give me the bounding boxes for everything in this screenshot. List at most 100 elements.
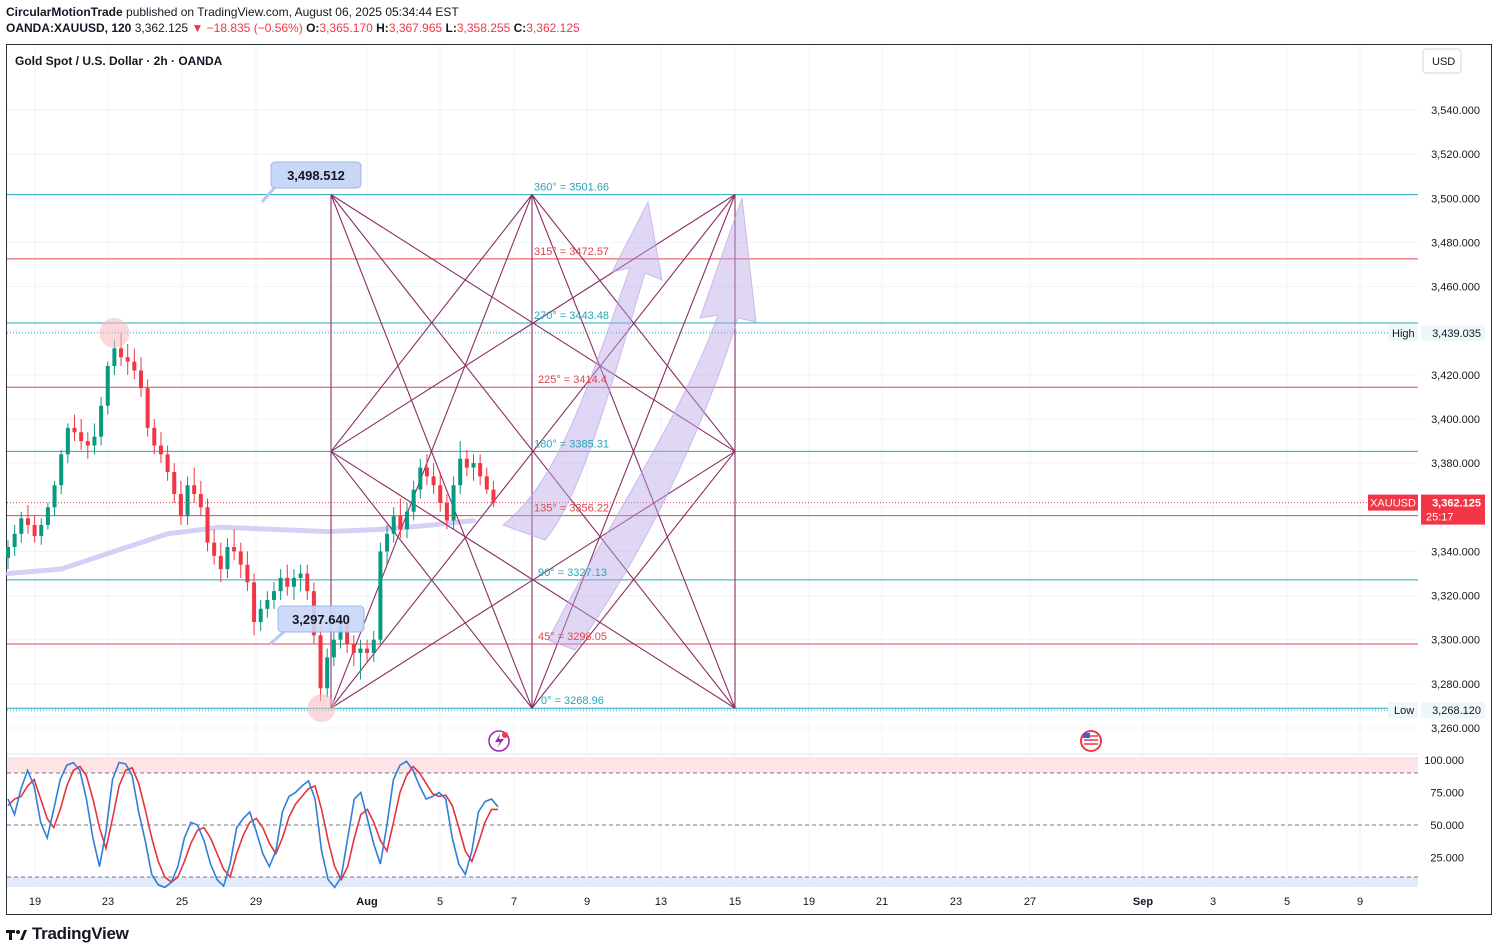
gann-level-label: 270° = 3443.48 <box>534 310 609 322</box>
candle-body <box>19 518 24 534</box>
time-tick-label: Sep <box>1133 896 1153 908</box>
low-badge <box>1388 702 1418 719</box>
candle-body <box>411 489 416 512</box>
candle-body <box>358 648 363 653</box>
gann-level-label: 360° = 3501.66 <box>534 182 609 194</box>
low-value-label: 3,268.120 <box>1432 705 1481 717</box>
currency-button[interactable]: USD <box>1432 56 1455 68</box>
event-dot-icon <box>502 732 508 738</box>
candle-body <box>331 639 336 658</box>
candle-body <box>225 547 230 570</box>
candle-body <box>59 454 64 486</box>
projection-arrow-2 <box>547 197 757 651</box>
candle-body <box>252 582 257 623</box>
time-tick-label: 19 <box>29 896 41 908</box>
footer-brand: TradingView <box>6 924 129 944</box>
candle-body <box>65 427 70 455</box>
grid-lines <box>7 46 1418 888</box>
time-tick-label: 25 <box>176 896 188 908</box>
candle-body <box>198 494 203 508</box>
callout-pointer <box>260 185 278 203</box>
high-badge-label: High <box>1392 328 1415 340</box>
high-marker <box>99 317 130 348</box>
candle-body <box>79 432 84 442</box>
author-name[interactable]: CircularMotionTrade <box>6 5 123 19</box>
current-price-label: 3,362.125 <box>1432 498 1481 510</box>
symbol-badge-label: XAUUSD <box>1370 498 1416 510</box>
currency-button-box[interactable] <box>1422 48 1462 74</box>
countdown-label: 25:17 <box>1426 512 1454 524</box>
time-tick-label: 9 <box>1357 896 1363 908</box>
candle-body <box>305 573 310 592</box>
price-tick-label: 3,260.000 <box>1431 723 1480 735</box>
candle-body <box>139 370 143 389</box>
candle-body <box>471 463 476 468</box>
gann-level-label: 0° = 3268.96 <box>541 695 604 707</box>
stochastic-panel <box>7 760 499 889</box>
candle-body <box>318 635 323 689</box>
gann-line <box>330 194 736 709</box>
current-price-badge <box>1421 494 1485 525</box>
candle-body <box>185 485 190 517</box>
stoch-k-line <box>7 760 499 889</box>
gann-line <box>531 451 736 709</box>
candle-body <box>99 405 104 437</box>
candle-body <box>45 507 50 525</box>
candle-body <box>405 511 409 530</box>
candle-body <box>165 454 170 472</box>
candle-body <box>92 436 97 446</box>
price-axis: 3,540.000 3,520.000 3,500.000 3,480.000 3,46… <box>1368 105 1485 865</box>
price-tick-label: 3,500.000 <box>1431 193 1480 205</box>
gann-level-label: 90° = 3327.13 <box>538 567 607 579</box>
legend-title: Gold Spot / U.S. Dollar · 2h · OANDA <box>15 54 223 68</box>
footer-brand-text: TradingView <box>32 924 129 943</box>
candle-body <box>218 555 223 570</box>
candle-body <box>431 476 436 486</box>
gann-level-lines <box>7 194 1418 711</box>
gann-line <box>330 194 736 452</box>
candle-body <box>398 516 403 530</box>
time-tick-label: 3 <box>1210 896 1216 908</box>
candle-body <box>25 518 30 525</box>
close-value: 3,362.125 <box>526 21 580 35</box>
time-tick-label: 13 <box>655 896 667 908</box>
stoch-bands <box>7 757 1418 887</box>
gann-level-labels: 360° = 3501.66 315° = 3472.57 270° = 3443.… <box>534 182 609 708</box>
stoch-tick-label: 100.000 <box>1424 755 1464 767</box>
time-tick-label: 9 <box>584 896 590 908</box>
price-tick-label: 3,300.000 <box>1431 635 1480 647</box>
callout-box <box>270 161 362 189</box>
price-tick-label: 3,520.000 <box>1431 149 1480 161</box>
candle-body <box>32 524 37 536</box>
candle-body <box>285 577 290 587</box>
candle-body <box>418 467 423 490</box>
open-value: 3,365.170 <box>319 21 373 35</box>
candle-body <box>444 502 449 521</box>
candle-body <box>145 388 150 428</box>
open-label: O: <box>306 21 320 35</box>
candlesticks <box>6 332 496 702</box>
candle-body <box>52 485 57 508</box>
price-tick-label: 3,480.000 <box>1431 237 1480 249</box>
candle-body <box>458 458 463 486</box>
low-value-badge <box>1421 702 1485 719</box>
candle-body <box>291 577 296 587</box>
time-tick-label: 29 <box>250 896 262 908</box>
callout-box <box>277 605 365 633</box>
candle-body <box>6 547 10 559</box>
candle-body <box>385 533 390 552</box>
time-tick-label: 23 <box>102 896 114 908</box>
us-flag-icon <box>1083 733 1090 738</box>
event-flash-icon <box>495 734 504 748</box>
price-tick-label: 3,540.000 <box>1431 105 1480 117</box>
candle-body <box>72 427 77 433</box>
candle-body <box>351 644 356 653</box>
candle-body <box>238 551 243 565</box>
gann-line <box>330 194 533 452</box>
candle-body <box>205 507 210 543</box>
candle-body <box>212 542 217 556</box>
last-price: 3,362.125 <box>134 21 189 35</box>
price-tick-label: 3,380.000 <box>1431 458 1480 470</box>
candle-body <box>478 463 483 477</box>
